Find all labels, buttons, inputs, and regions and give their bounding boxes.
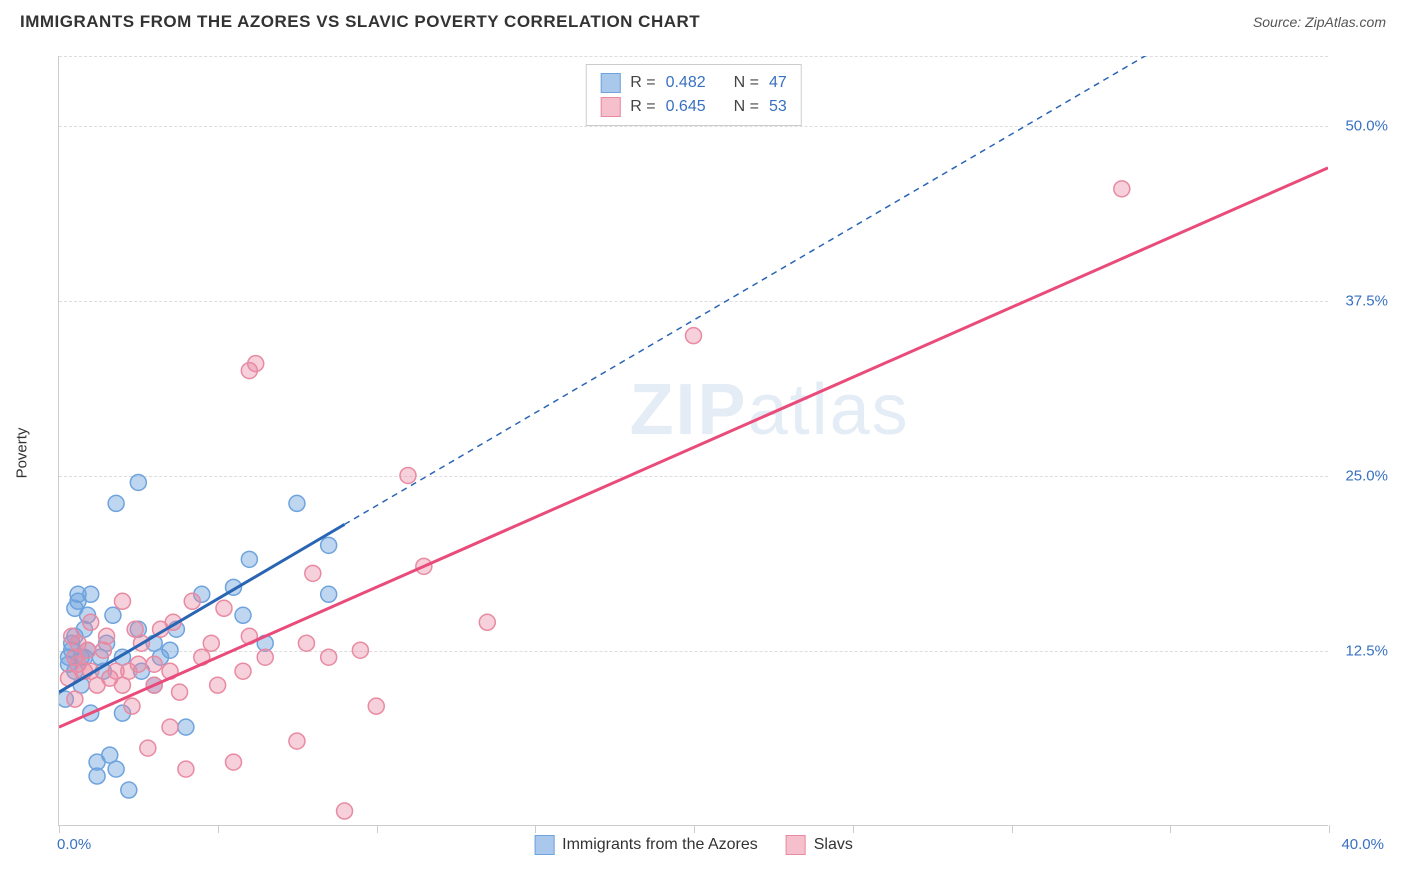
x-tick-label-end: 40.0% (1341, 836, 1384, 853)
scatter-point (248, 356, 264, 372)
scatter-point (178, 719, 194, 735)
scatter-point (305, 565, 321, 581)
scatter-point (289, 733, 305, 749)
r-value: 0.482 (666, 74, 706, 92)
legend-swatch (600, 73, 620, 93)
scatter-point (121, 782, 137, 798)
scatter-point (337, 803, 353, 819)
y-tick-label: 12.5% (1345, 643, 1388, 660)
x-tick (1170, 825, 1171, 833)
scatter-point (108, 761, 124, 777)
legend-item: Slavs (786, 835, 853, 855)
legend-label: Slavs (814, 836, 853, 854)
legend-stat-row: R = 0.482 N = 47 (600, 71, 787, 95)
scatter-point (235, 663, 251, 679)
plot-region: ZIPatlas R =0.482N =47R =0.645N =53 Immi… (58, 56, 1328, 826)
trendline (59, 524, 345, 692)
scatter-point (162, 642, 178, 658)
scatter-point (400, 467, 416, 483)
trendline-extension (345, 56, 1265, 524)
scatter-point (321, 649, 337, 665)
scatter-point (130, 656, 146, 672)
scatter-point (178, 761, 194, 777)
scatter-point (83, 586, 99, 602)
scatter-point (321, 586, 337, 602)
legend-swatch (600, 97, 620, 117)
trendline (59, 168, 1328, 727)
x-tick (218, 825, 219, 833)
scatter-point (216, 600, 232, 616)
y-tick-label: 25.0% (1345, 468, 1388, 485)
scatter-point (235, 607, 251, 623)
scatter-point (80, 642, 96, 658)
legend-label: Immigrants from the Azores (562, 836, 758, 854)
scatter-point (67, 691, 83, 707)
n-value: 47 (769, 74, 787, 92)
legend-item: Immigrants from the Azores (534, 835, 758, 855)
x-tick (1012, 825, 1013, 833)
x-tick (1329, 825, 1330, 833)
scatter-point (352, 642, 368, 658)
r-value: 0.645 (666, 98, 706, 116)
scatter-svg (59, 56, 1328, 825)
scatter-point (298, 635, 314, 651)
scatter-point (210, 677, 226, 693)
legend-stat-row: R = 0.645 N = 53 (600, 95, 787, 119)
legend-series: Immigrants from the Azores Slavs (534, 835, 853, 855)
scatter-point (686, 328, 702, 344)
scatter-point (108, 495, 124, 511)
r-label: R = (630, 74, 655, 92)
chart-source: Source: ZipAtlas.com (1253, 14, 1386, 30)
scatter-point (172, 684, 188, 700)
legend-stats: R = 0.482 N = 47 R = 0.645 N = 53 (585, 64, 802, 126)
scatter-point (130, 474, 146, 490)
chart-title: IMMIGRANTS FROM THE AZORES VS SLAVIC POV… (20, 12, 700, 32)
legend-swatch (786, 835, 806, 855)
x-tick (377, 825, 378, 833)
x-tick (694, 825, 695, 833)
n-value: 53 (769, 98, 787, 116)
chart-area: Poverty ZIPatlas R =0.482N =47R =0.645N … (50, 48, 1390, 858)
scatter-point (105, 607, 121, 623)
x-tick-label-start: 0.0% (57, 836, 91, 853)
scatter-point (83, 614, 99, 630)
x-tick (59, 825, 60, 833)
x-tick (535, 825, 536, 833)
y-tick-label: 37.5% (1345, 293, 1388, 310)
scatter-point (479, 614, 495, 630)
n-label: N = (734, 74, 759, 92)
y-axis-label: Poverty (14, 428, 31, 479)
x-tick (853, 825, 854, 833)
scatter-point (114, 593, 130, 609)
scatter-point (241, 551, 257, 567)
scatter-point (1114, 181, 1130, 197)
scatter-point (140, 740, 156, 756)
scatter-point (225, 754, 241, 770)
scatter-point (321, 537, 337, 553)
r-label: R = (630, 98, 655, 116)
scatter-point (203, 635, 219, 651)
chart-header: IMMIGRANTS FROM THE AZORES VS SLAVIC POV… (0, 0, 1406, 40)
scatter-point (368, 698, 384, 714)
scatter-point (289, 495, 305, 511)
scatter-point (162, 719, 178, 735)
scatter-point (257, 649, 273, 665)
scatter-point (184, 593, 200, 609)
scatter-point (124, 698, 140, 714)
legend-swatch (534, 835, 554, 855)
n-label: N = (734, 98, 759, 116)
y-tick-label: 50.0% (1345, 118, 1388, 135)
scatter-point (99, 628, 115, 644)
scatter-point (146, 656, 162, 672)
